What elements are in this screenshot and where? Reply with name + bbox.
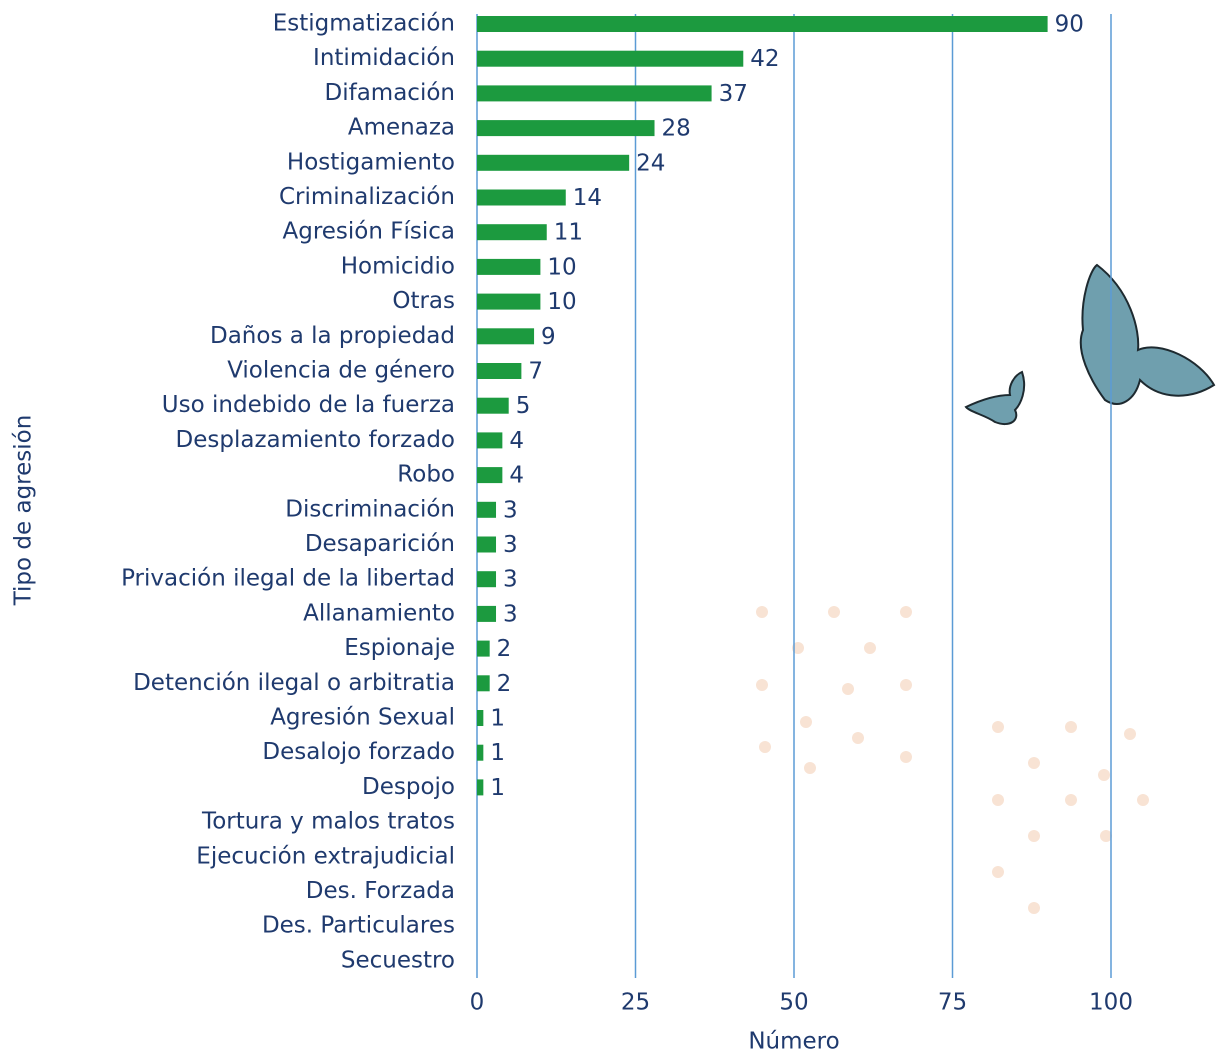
value-label: 1 <box>490 775 505 801</box>
value-label: 2 <box>497 636 512 662</box>
value-label: 3 <box>503 532 518 558</box>
x-tick-label: 50 <box>779 990 808 1016</box>
value-label: 7 <box>528 359 543 385</box>
bar <box>477 432 502 448</box>
value-label: 28 <box>662 116 691 142</box>
y-tick-label: Agresión Sexual <box>270 705 455 731</box>
y-tick-label: Privación ilegal de la libertad <box>121 566 455 592</box>
y-tick-label: Secuestro <box>341 947 455 973</box>
bar <box>477 398 509 414</box>
y-tick-label: Daños a la propiedad <box>210 323 455 349</box>
value-label: 24 <box>636 150 665 176</box>
value-label: 90 <box>1055 12 1084 38</box>
x-tick-label: 75 <box>938 990 967 1016</box>
value-label: 5 <box>516 393 531 419</box>
y-tick-label: Allanamiento <box>303 600 455 626</box>
y-tick-label: Criminalización <box>279 184 455 210</box>
y-tick-label: Amenaza <box>348 115 455 141</box>
y-tick-label: Tortura y malos tratos <box>201 809 455 835</box>
y-tick-label: Agresión Física <box>283 219 456 245</box>
value-label: 10 <box>547 289 576 315</box>
y-tick-label: Hostigamiento <box>287 149 455 175</box>
bar <box>477 328 534 344</box>
bar <box>477 641 490 657</box>
chart: Tipo de agresión Número 0255075100Estigm… <box>0 0 1216 1055</box>
x-axis-title: Número <box>748 1029 839 1055</box>
y-tick-label: Des. Particulares <box>262 913 455 939</box>
y-tick-label: Violencia de género <box>227 358 455 384</box>
bar <box>477 745 483 761</box>
bar <box>477 120 655 136</box>
x-tick-label: 0 <box>470 990 485 1016</box>
bar <box>477 467 502 483</box>
bar <box>477 51 743 67</box>
bar <box>477 606 496 622</box>
bar <box>477 363 521 379</box>
bar <box>477 537 496 553</box>
value-label: 4 <box>509 428 524 454</box>
y-tick-label: Robo <box>397 462 455 488</box>
y-tick-label: Detención ilegal o arbitratia <box>133 670 455 696</box>
y-tick-label: Estigmatización <box>273 11 455 37</box>
value-label: 1 <box>490 706 505 732</box>
bar <box>477 779 483 795</box>
bar <box>477 294 540 310</box>
y-tick-label: Desalojo forzado <box>262 739 455 765</box>
value-label: 42 <box>750 46 779 72</box>
y-tick-label: Intimidación <box>313 45 455 71</box>
value-label: 4 <box>509 463 524 489</box>
bar <box>477 675 490 691</box>
bar <box>477 155 629 171</box>
y-tick-label: Ejecución extrajudicial <box>196 843 455 869</box>
bar <box>477 502 496 518</box>
y-tick-label: Uso indebido de la fuerza <box>162 392 455 418</box>
value-label: 1 <box>490 740 505 766</box>
y-tick-label: Des. Forzada <box>306 878 455 904</box>
x-tick-label: 100 <box>1089 990 1133 1016</box>
value-label: 37 <box>719 81 748 107</box>
y-tick-label: Desaparición <box>305 531 455 557</box>
value-label: 9 <box>541 324 556 350</box>
y-tick-label: Despojo <box>362 774 455 800</box>
bar <box>477 85 712 101</box>
y-tick-label: Desplazamiento forzado <box>176 427 455 453</box>
y-tick-label: Difamación <box>325 80 455 106</box>
bar <box>477 710 483 726</box>
bar <box>477 224 547 240</box>
value-label: 14 <box>573 185 602 211</box>
y-tick-label: Espionaje <box>344 635 455 661</box>
bar <box>477 190 566 206</box>
y-tick-label: Homicidio <box>341 253 455 279</box>
bar <box>477 16 1048 32</box>
value-label: 3 <box>503 567 518 593</box>
x-tick-label: 25 <box>621 990 650 1016</box>
bar <box>477 571 496 587</box>
y-axis-title: Tipo de agresión <box>11 415 37 607</box>
y-tick-label: Discriminación <box>285 496 455 522</box>
value-label: 10 <box>547 254 576 280</box>
value-label: 2 <box>497 671 512 697</box>
decoration-butterflies <box>966 265 1214 424</box>
y-tick-label: Otras <box>392 288 455 314</box>
value-label: 11 <box>554 220 583 246</box>
value-label: 3 <box>503 601 518 627</box>
value-label: 3 <box>503 497 518 523</box>
bar <box>477 259 540 275</box>
